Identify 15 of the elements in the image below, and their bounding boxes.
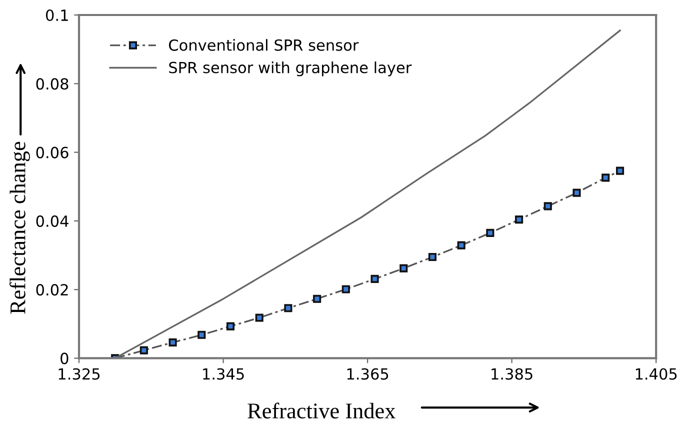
y-tick-label: 0.04 — [36, 215, 68, 227]
y-tick-label: 0.02 — [36, 284, 68, 296]
x-tick-label: 1.385 — [492, 368, 532, 380]
y-tick-label: 0 — [60, 352, 68, 364]
y-tick-label: 0.08 — [36, 78, 68, 90]
y-axis-title: Reflectance change — [10, 142, 30, 314]
x-tick-label: 1.345 — [203, 368, 244, 380]
x-tick-label: 1.405 — [636, 368, 677, 380]
legend-label: Conventional SPR sensor — [168, 39, 359, 51]
y-tick-label: 0.1 — [46, 9, 68, 22]
y-tick-label: 0.06 — [36, 146, 68, 158]
x-axis-title: Refractive Index — [248, 402, 396, 418]
x-tick-label: 1.325 — [58, 368, 100, 380]
x-tick-label: 1.365 — [347, 368, 388, 380]
legend-label: SPR sensor with graphene layer — [169, 61, 412, 76]
